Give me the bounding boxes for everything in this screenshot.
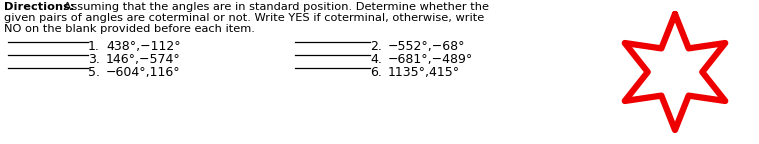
Text: −552°,−68°: −552°,−68° (388, 40, 465, 53)
Text: Assuming that the angles are in standard position. Determine whether the: Assuming that the angles are in standard… (60, 2, 489, 12)
Text: 1.: 1. (88, 40, 100, 53)
Text: −681°,−489°: −681°,−489° (388, 53, 474, 66)
Text: 6.: 6. (370, 66, 382, 79)
Text: 4.: 4. (370, 53, 382, 66)
Text: 438°,−112°: 438°,−112° (106, 40, 181, 53)
Text: Directions:: Directions: (4, 2, 74, 12)
Text: NO on the blank provided before each item.: NO on the blank provided before each ite… (4, 24, 255, 34)
Text: 146°,−574°: 146°,−574° (106, 53, 181, 66)
Text: −604°,116°: −604°,116° (106, 66, 181, 79)
Text: given pairs of angles are coterminal or not. Write YES if coterminal, otherwise,: given pairs of angles are coterminal or … (4, 13, 484, 23)
Text: 1135°,415°: 1135°,415° (388, 66, 460, 79)
Text: 5.: 5. (88, 66, 100, 79)
Text: 3.: 3. (88, 53, 100, 66)
Text: 2.: 2. (370, 40, 382, 53)
